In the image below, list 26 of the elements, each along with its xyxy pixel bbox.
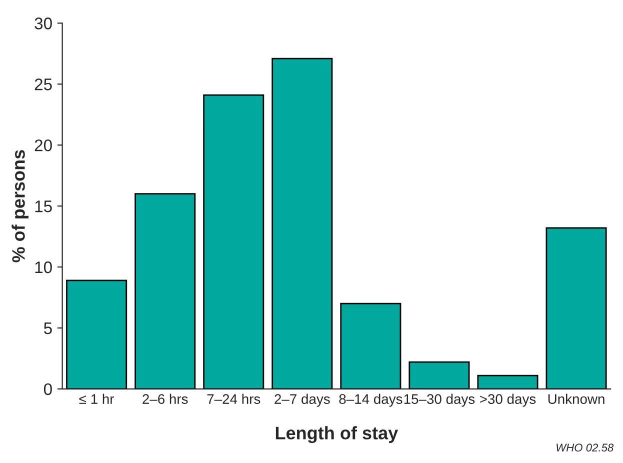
y-tick-label: 0 xyxy=(44,383,52,396)
x-tick-label: >30 days xyxy=(480,394,536,407)
y-tick-label: 15 xyxy=(35,200,52,212)
bar xyxy=(477,374,538,389)
x-tick-label: 7–24 hrs xyxy=(207,394,260,404)
x-tick-label: ≤ 1 hr xyxy=(79,394,114,404)
x-tick-label: 2–7 days xyxy=(274,394,330,407)
bar xyxy=(203,94,264,389)
bar xyxy=(408,361,470,389)
x-tick-label: 8–14 days xyxy=(339,394,402,407)
bar xyxy=(546,227,607,389)
y-tick-label: 25 xyxy=(34,78,52,90)
text: WHO 02.58 xyxy=(556,444,614,452)
y-tick-label: 5 xyxy=(44,322,52,334)
x-tick-label: Unknown xyxy=(548,394,604,404)
y-tick-label: 30 xyxy=(34,18,52,30)
bar xyxy=(340,302,402,389)
bar xyxy=(66,280,128,389)
y-axis-title: % of persons xyxy=(12,150,28,262)
x-tick-label: 15–30 days xyxy=(404,394,475,407)
y-tick-label: 20 xyxy=(34,139,52,152)
y-tick-label: 10 xyxy=(35,261,52,274)
bar xyxy=(134,193,196,389)
x-tick-label: 2–6 hrs xyxy=(142,394,188,404)
bar xyxy=(272,58,333,389)
x-axis-title: Length of stay xyxy=(276,426,398,444)
